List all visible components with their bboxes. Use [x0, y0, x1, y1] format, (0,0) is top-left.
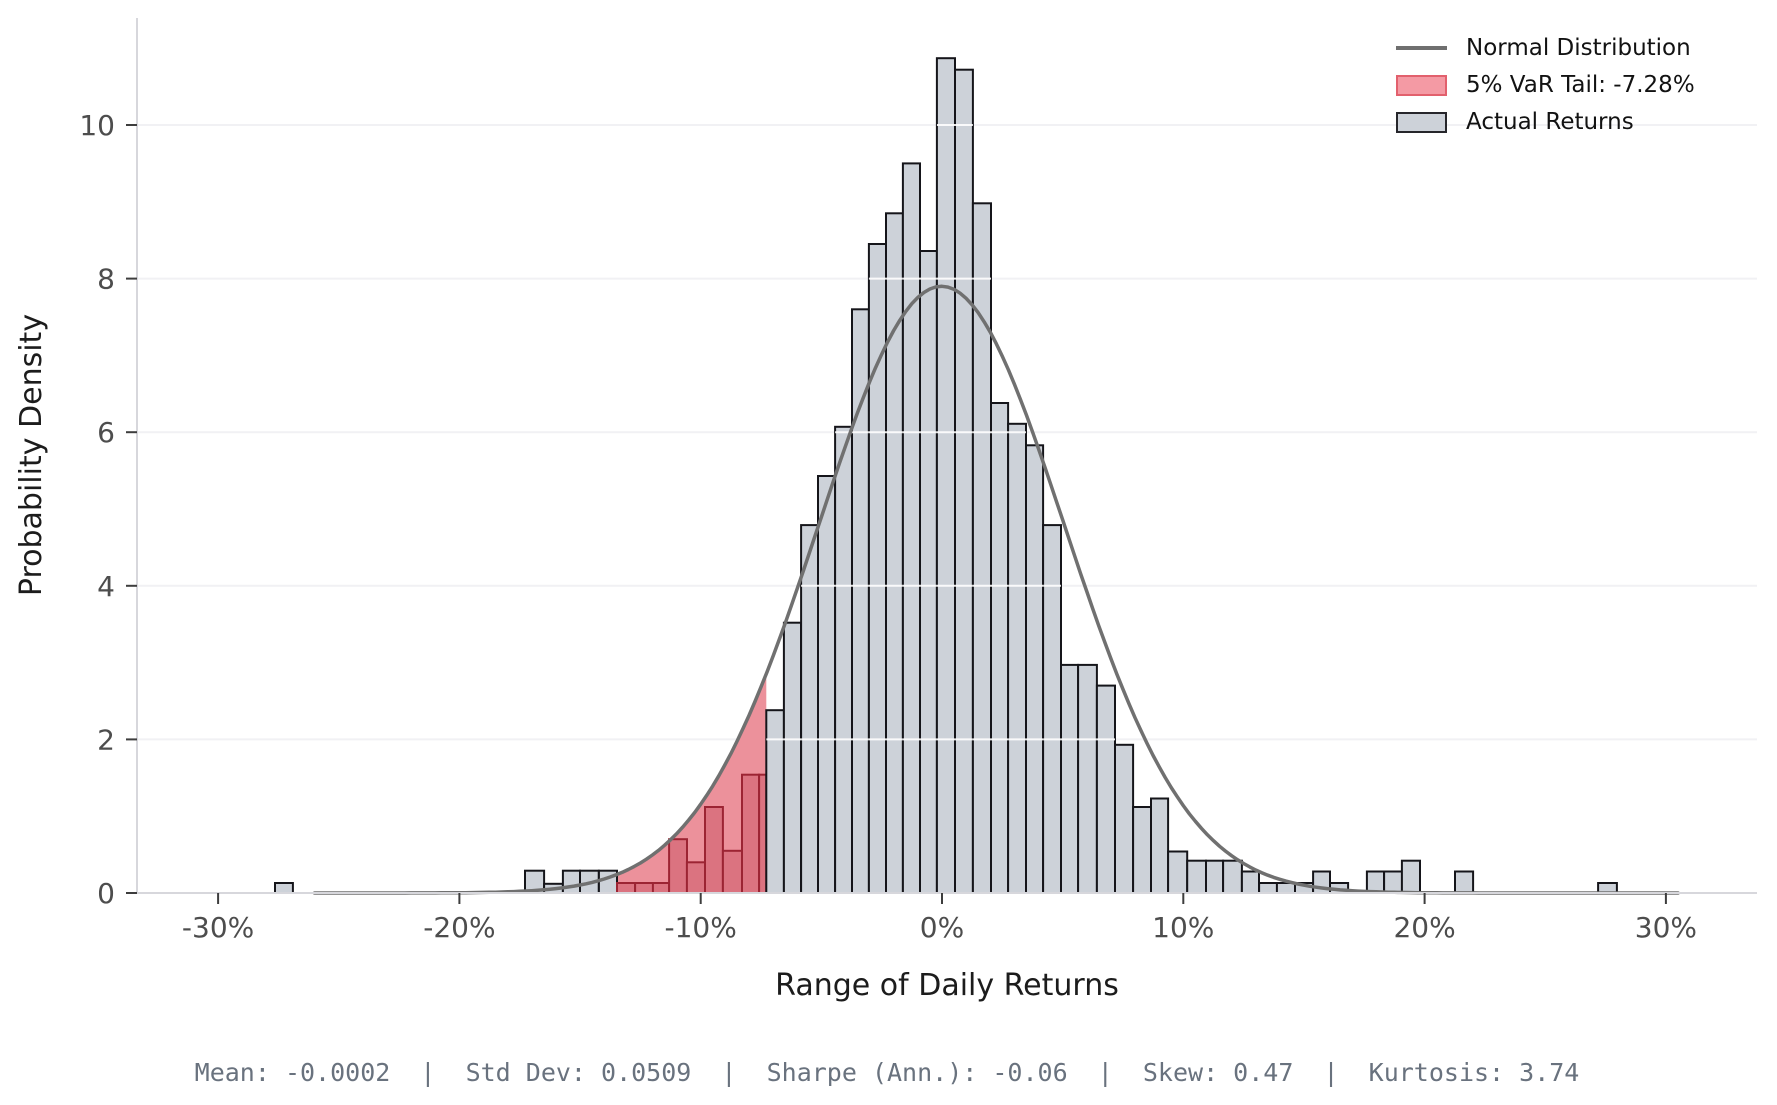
histogram-bar-var-tail [668, 838, 688, 895]
histogram-bar [1365, 870, 1386, 894]
histogram-bar [1454, 870, 1475, 894]
histogram-bar [765, 709, 785, 895]
y-tick-label: 8 [97, 263, 115, 296]
x-tick-label: -10% [665, 911, 737, 944]
x-tick-label: 0% [920, 911, 964, 944]
histogram-bar [1095, 684, 1117, 894]
histogram-bar-var-tail [651, 882, 671, 894]
legend-entry-normal-distribution: Normal Distribution [1396, 34, 1695, 62]
x-axis-title: Range of Daily Returns [775, 968, 1119, 1003]
histogram-bar [867, 243, 888, 894]
histogram-bar [1167, 850, 1189, 894]
histogram-bar-var-tail [634, 882, 654, 894]
x-tick-label: 20% [1393, 911, 1455, 944]
x-tick-label: -30% [182, 911, 254, 944]
x-tick-label: -20% [423, 911, 495, 944]
histogram-bar [1150, 797, 1170, 894]
histogram-bar [1205, 859, 1225, 895]
histogram-bar-var-tail [741, 773, 761, 895]
legend-entry-var-tail: 5% VaR Tail: -7.28% [1396, 71, 1695, 99]
histogram-bar [1114, 743, 1135, 894]
histogram-bar [800, 524, 819, 894]
histogram-bar [1383, 870, 1403, 894]
histogram-bar-var-tail [616, 882, 637, 894]
histogram-bar [935, 57, 957, 894]
x-tick-label: 10% [1152, 911, 1214, 944]
histogram-bar [1400, 859, 1422, 895]
histogram-bar [834, 425, 853, 894]
histogram-bar-var-tail [721, 849, 744, 894]
y-tick-label: 4 [97, 570, 115, 603]
histogram-bar [1060, 663, 1080, 895]
histogram-bar [990, 402, 1010, 894]
histogram-bar [782, 621, 803, 894]
histogram-bar [1240, 870, 1261, 894]
histogram-bar-var-tail [685, 861, 707, 894]
var-tail-patch-sample [1396, 74, 1447, 96]
histogram-bars [274, 57, 1618, 895]
histogram-bar [954, 68, 974, 894]
histogram-bar [901, 162, 922, 894]
histogram-bar [1007, 422, 1027, 894]
var-tail-area [507, 673, 767, 893]
histogram-bar-var-tail [704, 806, 724, 894]
axis-ticks-and-labels: -30% -20% -10% 0% 10% 20% 30% 0 2 4 6 8 10 [79, 109, 1697, 944]
histogram-bar [1025, 444, 1045, 894]
legend-label: 5% VaR Tail: -7.28% [1466, 72, 1695, 98]
histogram-bar [919, 250, 938, 894]
histogram-bar [1132, 806, 1152, 894]
legend: Normal Distribution 5% VaR Tail: -7.28% … [1396, 34, 1695, 136]
y-tick-label: 0 [97, 877, 115, 910]
y-tick-label: 10 [79, 109, 115, 142]
x-tick-label: 30% [1635, 911, 1697, 944]
legend-label: Actual Returns [1466, 109, 1634, 135]
histogram-bar [561, 869, 582, 895]
histogram-bar [1077, 663, 1098, 895]
histogram-bar [1258, 882, 1278, 894]
histogram-bar [817, 475, 837, 894]
y-tick-label: 2 [97, 723, 115, 756]
histogram-bar [1275, 882, 1297, 894]
legend-entry-actual-returns: Actual Returns [1396, 108, 1695, 136]
histogram-bar [885, 212, 904, 895]
histogram-bar [1042, 524, 1062, 894]
histogram-bar [1222, 859, 1243, 895]
stats-line: Mean: -0.0002 | Std Dev: 0.0509 | Sharpe… [194, 1058, 1580, 1087]
y-tick-label: 6 [97, 416, 115, 449]
y-axis-title: Probability Density [14, 313, 49, 597]
legend-label: Normal Distribution [1466, 35, 1691, 61]
histogram-bar-var-tail [758, 773, 768, 895]
histogram-bar [274, 882, 294, 894]
histogram-bar [851, 308, 870, 894]
histogram-bar [1186, 859, 1207, 895]
normal-distribution-line-sample [1396, 46, 1447, 50]
actual-returns-patch-sample [1396, 111, 1447, 133]
